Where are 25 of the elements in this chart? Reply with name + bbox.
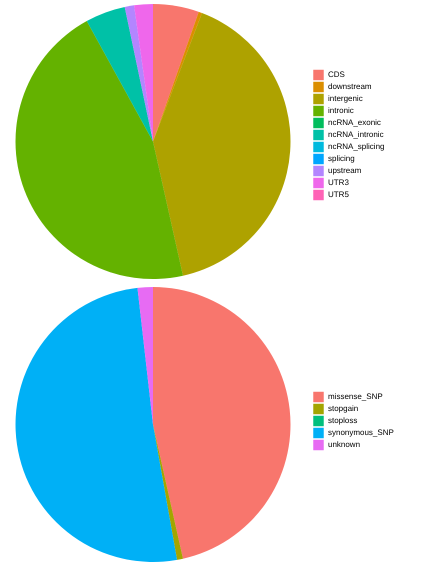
- pie-slice: [124, 5, 153, 142]
- legend-label: downstream: [328, 82, 372, 91]
- legend-label: intronic: [328, 106, 354, 115]
- pie-slice: [134, 4, 153, 142]
- legend-label: UTR3: [328, 178, 350, 187]
- legend-label: ncRNA_exonic: [328, 118, 381, 127]
- legend-label: intergenic: [328, 94, 363, 103]
- legend-label: upstream: [328, 166, 362, 175]
- legend-label: unknown: [328, 440, 360, 449]
- pie-slice: [153, 287, 290, 559]
- pie-slice: [153, 424, 183, 560]
- legend-label: splicing: [328, 154, 355, 163]
- legend-label: missense_SNP: [328, 392, 383, 401]
- pie-slice: [86, 6, 153, 142]
- legend-label: ncRNA_intronic: [328, 130, 384, 139]
- legend-label: CDS: [328, 70, 345, 79]
- legend-label: UTR5: [328, 190, 350, 199]
- legend-label: stopgain: [328, 404, 358, 413]
- pie-slice: [16, 288, 178, 562]
- legend-label: stoploss: [328, 416, 358, 425]
- pie-slice: [153, 13, 290, 276]
- legend-label: ncRNA_splicing: [328, 142, 384, 151]
- pie-slice: [16, 21, 183, 279]
- legend-label: synonymous_SNP: [328, 428, 394, 437]
- pie-slice: [137, 287, 153, 424]
